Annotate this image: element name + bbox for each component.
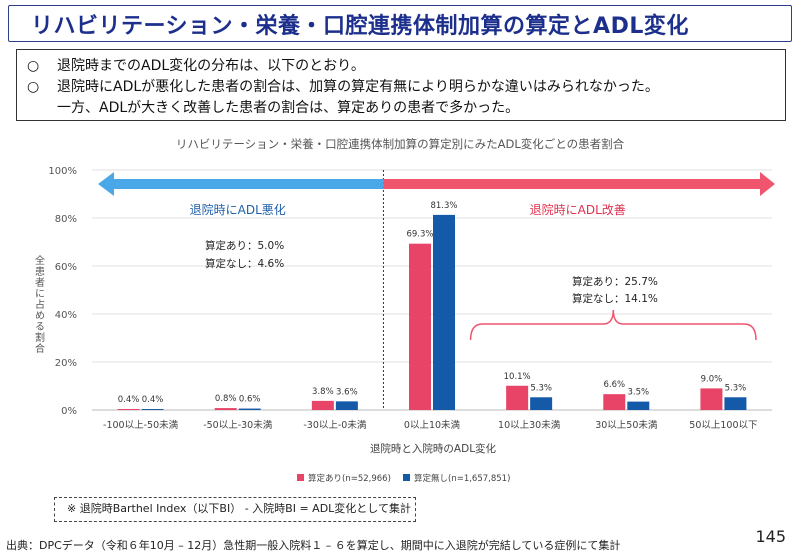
- legend-label: 算定あり(n=52,966): [308, 473, 391, 484]
- data-label: 3.8%: [312, 387, 334, 397]
- bar: [506, 385, 529, 410]
- bar: [141, 409, 164, 410]
- bullet-circle-icon: ○: [27, 79, 40, 95]
- y-tick-label: 40%: [55, 310, 77, 321]
- bar: [700, 388, 723, 410]
- bar: [433, 214, 455, 410]
- bar: [724, 397, 747, 410]
- x-tick-label: -100以上-50未満: [103, 419, 179, 431]
- note-box: ※ 退院時Barthel Index（以下BI） - 入院時BI = ADL変化…: [54, 497, 416, 522]
- data-label: 5.3%: [530, 383, 552, 393]
- x-axis-label: 退院時と入院時のADL変化: [370, 442, 497, 455]
- source-text: 出典：DPCデータ（令和６年10月 – 12月）急性期一般入院料１ – ６を算定…: [6, 539, 621, 552]
- worse-with-label: 算定あり：5.0%: [205, 239, 284, 252]
- data-label: 10.1%: [504, 372, 531, 382]
- worse-label: 退院時にADL悪化: [190, 203, 286, 217]
- bar: [214, 408, 237, 410]
- y-tick-label: 20%: [55, 358, 77, 369]
- data-label: 81.3%: [430, 201, 457, 211]
- y-axis-label: 全患者に占める割合: [33, 254, 45, 354]
- y-tick-label: 60%: [55, 262, 77, 273]
- data-label: 0.4%: [118, 395, 140, 405]
- summary-line-1: ○ 退院時までのADL変化の分布は、以下のとおり。: [27, 56, 775, 77]
- data-label: 0.4%: [142, 395, 164, 405]
- bar: [530, 397, 553, 410]
- data-label: 5.3%: [725, 383, 747, 393]
- bar: [238, 408, 261, 410]
- title-bar: リハビリテーション・栄養・口腔連携体制加算の算定とADL変化: [8, 5, 792, 42]
- summary-box: ○ 退院時までのADL変化の分布は、以下のとおり。 ○ 退院時にADLが悪化した…: [16, 49, 786, 121]
- page-number: 145: [755, 527, 786, 546]
- y-tick-label: 100%: [48, 166, 77, 177]
- y-tick-label: 80%: [55, 214, 77, 225]
- x-tick-label: 0以上10未満: [404, 419, 461, 431]
- data-label: 6.6%: [603, 380, 625, 390]
- legend-swatch: [297, 474, 304, 481]
- worse-without-label: 算定なし：4.6%: [205, 257, 284, 270]
- summary-line-2: ○ 退院時にADLが悪化した患者の割合は、加算の算定有無により明らかな違いはみら…: [27, 77, 775, 98]
- bar: [603, 394, 626, 410]
- legend-label: 算定無し(n=1,657,851): [414, 473, 510, 484]
- x-tick-label: -30以上-0未満: [303, 419, 366, 431]
- improvement-brace: [469, 309, 757, 341]
- x-tick-label: 30以上50未満: [595, 419, 658, 431]
- legend-swatch: [403, 474, 410, 481]
- x-tick-label: 10以上30未満: [498, 419, 561, 431]
- summary-text-3: 一方、ADLが大きく改善した患者の割合は、算定ありの患者で多かった。: [57, 100, 520, 116]
- better-without-label: 算定なし：14.1%: [572, 292, 658, 305]
- better-label: 退院時にADL改善: [530, 202, 626, 217]
- bar: [311, 400, 334, 410]
- bar: [335, 401, 358, 410]
- better-arrow: [383, 172, 775, 196]
- data-label: 0.6%: [239, 395, 261, 405]
- summary-text-1: 退院時までのADL変化の分布は、以下のとおり。: [57, 58, 365, 74]
- worse-arrow: [98, 172, 384, 196]
- y-tick-label: 0%: [61, 406, 77, 417]
- data-label: 3.6%: [336, 387, 358, 397]
- data-label: 9.0%: [701, 374, 723, 384]
- better-with-label: 算定あり：25.7%: [572, 275, 658, 288]
- bar: [409, 243, 431, 410]
- data-label: 3.5%: [627, 388, 649, 398]
- chart-title: リハビリテーション・栄養・口腔連携体制加算の算定別にみたADL変化ごとの患者割合: [175, 137, 625, 151]
- data-label: 69.3%: [406, 230, 433, 240]
- page-title: リハビリテーション・栄養・口腔連携体制加算の算定とADL変化: [31, 13, 689, 39]
- bar: [627, 401, 650, 410]
- bullet-circle-icon: ○: [27, 58, 40, 74]
- bar: [117, 409, 140, 410]
- x-tick-label: -50以上-30未満: [203, 419, 273, 431]
- x-tick-label: 50以上100以下: [689, 420, 757, 431]
- summary-text-2: 退院時にADLが悪化した患者の割合は、加算の算定有無により明らかな違いはみられな…: [57, 79, 659, 95]
- data-label: 0.8%: [215, 394, 237, 404]
